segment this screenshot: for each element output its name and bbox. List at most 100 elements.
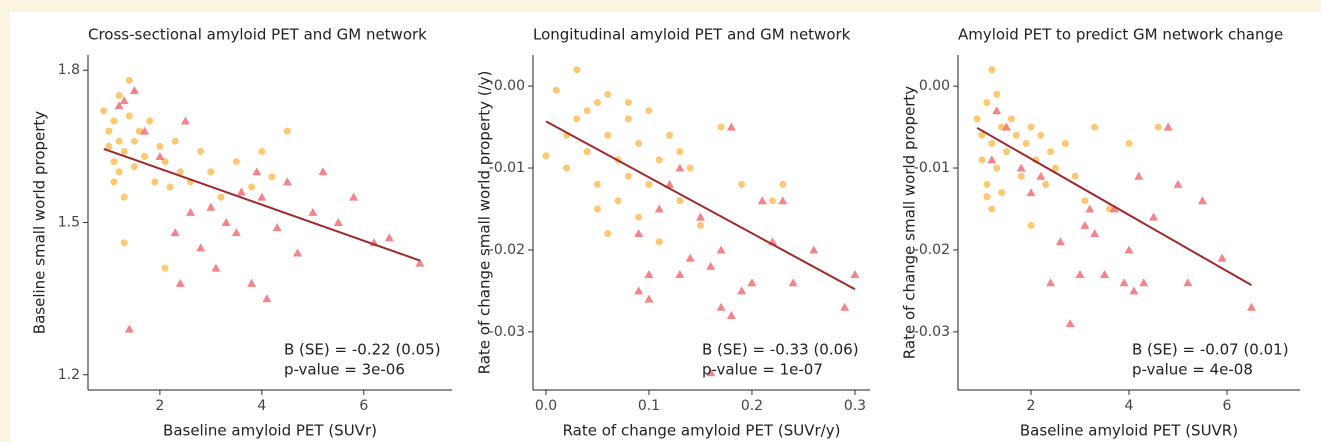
circle-point <box>635 213 643 221</box>
circle-point <box>176 168 184 176</box>
circle-point <box>1027 221 1035 229</box>
circle-point <box>268 173 276 181</box>
circle-point <box>993 90 1001 98</box>
triangle-point <box>415 258 425 267</box>
triangle-point <box>114 101 124 110</box>
triangle-point <box>1246 302 1256 311</box>
triangle-point <box>1100 270 1110 279</box>
triangle-point <box>247 278 257 287</box>
circle-point <box>717 123 725 131</box>
triangle-point <box>308 207 318 216</box>
circle-point <box>983 99 991 107</box>
triangle-point <box>180 116 190 125</box>
circle-point <box>1042 180 1050 188</box>
triangle-point <box>747 278 757 287</box>
circle-point <box>110 158 118 166</box>
triangle-point <box>170 228 180 237</box>
circle-point <box>988 139 996 147</box>
circle-point <box>232 158 240 166</box>
triangle-point <box>221 218 231 226</box>
y-tick-label: 1.5 <box>58 215 80 231</box>
circle-point <box>593 205 601 213</box>
triangle-point <box>634 229 644 238</box>
circle-point <box>115 168 123 176</box>
circle-point <box>676 197 684 205</box>
circle-point <box>635 139 643 147</box>
circle-point <box>248 183 256 191</box>
circle-point <box>614 197 622 205</box>
circle-point <box>166 183 174 191</box>
y-tick-label: -0.03 <box>914 324 950 340</box>
y-tick-label: 0.00 <box>494 78 525 94</box>
triangle-point <box>1183 278 1193 287</box>
y-tick-label: -0.02 <box>489 242 525 258</box>
circle-point <box>1047 148 1055 156</box>
annotation: p-value = 3e-06 <box>284 361 405 379</box>
triangle-point <box>1129 286 1139 295</box>
triangle-point <box>262 294 272 303</box>
circle-point <box>993 164 1001 172</box>
circle-point <box>983 193 991 201</box>
circle-point <box>1012 131 1020 139</box>
triangle-point <box>706 368 716 377</box>
y-tick-label: -0.01 <box>914 160 950 176</box>
circle-point <box>1071 172 1079 180</box>
triangle-point <box>987 155 997 164</box>
triangle-point <box>1197 196 1207 205</box>
triangle-point <box>840 302 850 311</box>
circle-point <box>593 99 601 107</box>
y-tick-label: 1.8 <box>58 62 80 78</box>
x-tick-label: 2 <box>155 398 164 414</box>
triangle-point <box>1148 212 1158 221</box>
circle-point <box>769 197 777 205</box>
fit-line <box>545 120 856 291</box>
triangle-point <box>1139 278 1149 287</box>
circle-point <box>988 66 996 74</box>
triangle-point <box>809 245 819 254</box>
y-axis-label: Baseline small world property <box>31 111 49 334</box>
circle-point <box>542 152 550 160</box>
y-axis-label: Rate of change small world property (/y) <box>476 71 494 375</box>
triangle-point <box>675 270 685 279</box>
triangle-point <box>272 223 282 232</box>
circle-point <box>125 112 133 120</box>
x-axis-label: Baseline amyloid PET (SUVR) <box>1020 422 1238 440</box>
circle-point <box>146 117 154 125</box>
circle-point <box>978 156 986 164</box>
y-tick-label: -0.01 <box>489 160 525 176</box>
x-tick-label: 6 <box>359 398 368 414</box>
triangle-point <box>196 243 206 252</box>
triangle-point <box>1163 122 1173 131</box>
x-axis-label: Rate of change amyloid PET (SUVr/y) <box>563 422 841 440</box>
circle-point <box>1125 139 1133 147</box>
triangle-point <box>129 86 139 95</box>
circle-point <box>998 189 1006 197</box>
triangle-point <box>716 302 726 311</box>
triangle-point <box>211 263 221 272</box>
circle-point <box>988 205 996 213</box>
circle-point <box>1017 172 1025 180</box>
triangle-point <box>1134 171 1144 180</box>
triangle-point <box>282 177 292 186</box>
triangle-point <box>349 192 359 201</box>
circle-point <box>978 131 986 139</box>
circle-point <box>120 193 128 201</box>
circle-point <box>151 178 159 186</box>
circle-point <box>696 221 704 229</box>
circle-point <box>110 178 118 186</box>
triangle-point <box>124 324 134 333</box>
triangle-point <box>1016 163 1026 172</box>
y-tick-label: -0.03 <box>489 324 525 340</box>
triangle-point <box>1055 237 1065 246</box>
triangle-point <box>231 228 241 237</box>
fit-line <box>103 147 421 262</box>
circle-point <box>120 239 128 247</box>
triangle-point <box>1109 204 1119 213</box>
figure-background <box>10 12 1321 442</box>
circle-point <box>583 107 591 115</box>
circle-point <box>604 90 612 98</box>
triangle-point <box>778 196 788 205</box>
triangle-point <box>318 167 328 176</box>
circle-point <box>624 172 632 180</box>
